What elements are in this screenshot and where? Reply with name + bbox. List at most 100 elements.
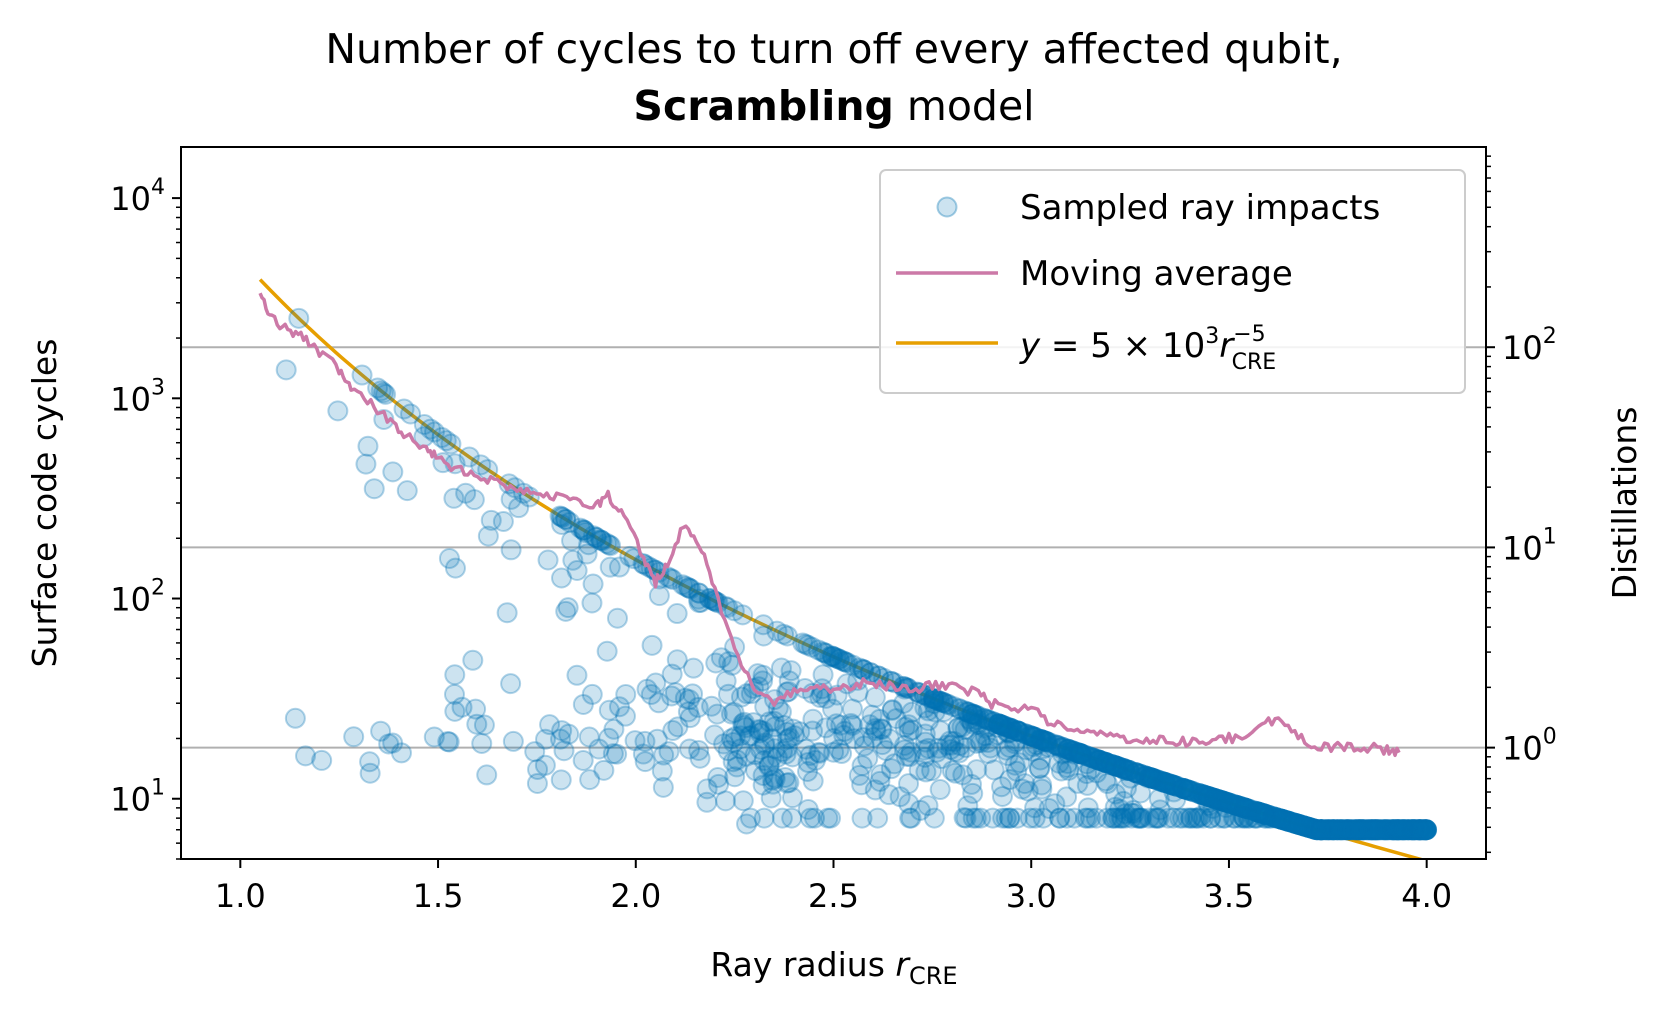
- scatter-point: [1109, 756, 1131, 778]
- scatter-point: [1162, 774, 1184, 796]
- scatter-point: [661, 685, 683, 707]
- scatter-point: [974, 708, 996, 730]
- scatter-point: [1356, 819, 1378, 841]
- scatter-point: [828, 739, 850, 761]
- scatter-point: [1292, 815, 1314, 837]
- scatter-point: [603, 718, 625, 740]
- scatter-point: [1100, 753, 1122, 775]
- scatter-point: [802, 720, 824, 742]
- scatter-point: [1258, 804, 1280, 826]
- scatter-point: [914, 731, 936, 753]
- scatter-point: [1311, 819, 1333, 841]
- scatter-point: [1008, 721, 1030, 743]
- scatter-point: [1229, 796, 1251, 818]
- scatter-point: [1230, 796, 1252, 818]
- scatter-point: [1304, 818, 1326, 840]
- scatter-point: [1278, 810, 1300, 832]
- scatter-point: [1146, 769, 1168, 791]
- scatter-point: [1213, 807, 1235, 829]
- scatter-point: [1315, 819, 1337, 841]
- scatter-point: [901, 719, 923, 741]
- scatter-point: [723, 600, 745, 622]
- scatter-point: [1056, 807, 1078, 829]
- scatter-point: [943, 696, 965, 718]
- scatter-point: [1253, 803, 1275, 825]
- scatter-point: [1107, 756, 1129, 778]
- scatter-point: [593, 759, 615, 781]
- scatter-point: [1188, 783, 1210, 805]
- scatter-point: [880, 758, 902, 780]
- scatter-point: [730, 725, 752, 747]
- scatter-point: [710, 647, 732, 669]
- scatter-point: [774, 766, 796, 788]
- scatter-point: [1359, 819, 1381, 841]
- scatter-point: [979, 737, 1001, 759]
- scatter-point: [1245, 800, 1267, 822]
- scatter-point: [771, 807, 793, 829]
- scatter-point: [1233, 807, 1255, 829]
- scatter-point: [1311, 819, 1333, 841]
- scatter-point: [705, 652, 727, 674]
- scatter-point: [923, 690, 945, 712]
- scatter-point: [744, 744, 766, 766]
- scatter-point: [1057, 742, 1079, 764]
- scatter-point: [881, 699, 903, 721]
- scatter-point: [1369, 819, 1391, 841]
- scatter-point: [864, 717, 886, 739]
- scatter-point: [933, 692, 955, 714]
- scatter-point: [1407, 819, 1429, 841]
- scatter-point: [1112, 758, 1134, 780]
- scatter-point: [1217, 792, 1239, 814]
- scatter-point: [327, 400, 349, 422]
- scatter-point: [1236, 798, 1258, 820]
- scatter-point: [1024, 807, 1046, 829]
- scatter-point: [1338, 819, 1360, 841]
- scatter-point: [1077, 797, 1099, 819]
- scatter-point: [1202, 787, 1224, 809]
- scatter-point: [1266, 807, 1288, 829]
- y-tick-label-0: 101: [110, 776, 165, 819]
- scatter-point: [1200, 786, 1222, 808]
- scatter-point: [913, 739, 935, 761]
- scatter-point: [799, 807, 821, 829]
- scatter-point: [1076, 763, 1098, 785]
- scatter-point: [496, 602, 518, 624]
- scatter-point: [1216, 791, 1238, 813]
- scatter-point: [992, 807, 1014, 829]
- scatter-point: [931, 748, 953, 770]
- scatter-point: [864, 779, 886, 801]
- scatter-point: [396, 480, 418, 502]
- scatter-point: [1141, 767, 1163, 789]
- scatter-point: [1118, 759, 1140, 781]
- scatter-point: [834, 720, 856, 742]
- scatter-point: [1112, 757, 1134, 779]
- scatter-point: [967, 713, 989, 735]
- scatter-point: [1029, 728, 1051, 750]
- scatter-point: [413, 413, 435, 435]
- scatter-point: [1410, 819, 1432, 841]
- scatter-point: [968, 705, 990, 727]
- scatter-point: [1409, 819, 1431, 841]
- scatter-point: [640, 683, 662, 705]
- scatter-point: [1348, 819, 1370, 841]
- scatter-point: [797, 798, 819, 820]
- scatter-point: [582, 573, 604, 595]
- scatter-point: [1022, 726, 1044, 748]
- scatter-point: [1310, 819, 1332, 841]
- scatter-point: [1310, 819, 1332, 841]
- scatter-point: [551, 567, 573, 589]
- scatter-point: [661, 663, 683, 685]
- scatter-point: [782, 718, 804, 740]
- scatter-point: [758, 755, 780, 777]
- scatter-point: [1318, 819, 1340, 841]
- y2-axis-title: Distillations: [1605, 407, 1644, 600]
- scatter-point: [745, 760, 767, 782]
- scatter-point: [1350, 819, 1372, 841]
- scatter-point: [555, 508, 577, 530]
- scatter-point: [1287, 813, 1309, 835]
- scatter-point: [677, 577, 699, 599]
- scatter-point: [1172, 777, 1194, 799]
- scatter-point: [373, 382, 395, 404]
- scatter-point: [1262, 806, 1284, 828]
- scatter-point: [961, 713, 983, 735]
